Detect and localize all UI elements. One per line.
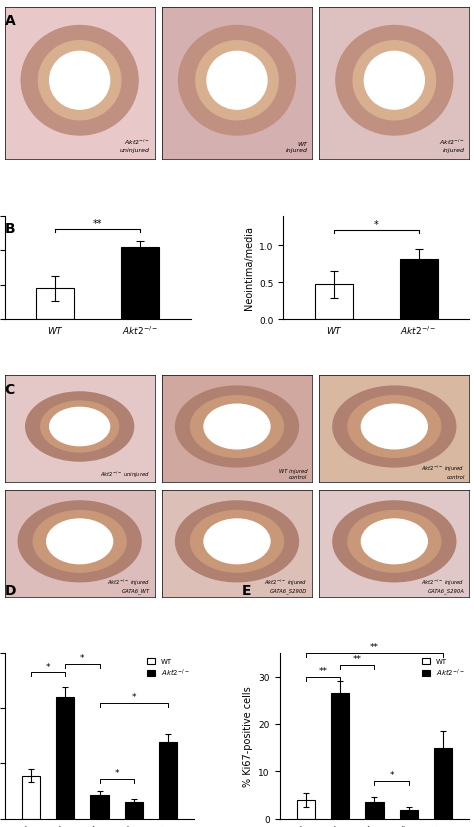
Bar — [22, 776, 40, 819]
Legend: WT, $Akt2^{-/-}$: WT, $Akt2^{-/-}$ — [420, 657, 466, 679]
Ellipse shape — [361, 519, 427, 564]
Text: *: * — [46, 662, 50, 671]
Bar — [297, 800, 315, 819]
Ellipse shape — [50, 52, 109, 110]
Text: WT
injured: WT injured — [285, 141, 308, 152]
Ellipse shape — [191, 396, 283, 458]
Text: **: ** — [370, 643, 379, 652]
Bar — [400, 810, 418, 819]
Text: *: * — [132, 692, 136, 701]
Ellipse shape — [348, 396, 441, 458]
Bar — [56, 697, 74, 819]
Bar — [400, 259, 438, 320]
Ellipse shape — [353, 41, 436, 121]
Text: **: ** — [319, 666, 328, 675]
Text: E: E — [242, 583, 251, 597]
Ellipse shape — [365, 52, 424, 110]
Text: *: * — [389, 770, 394, 779]
Bar — [121, 247, 159, 320]
Bar — [315, 285, 353, 320]
Bar — [365, 802, 383, 819]
Text: B: B — [5, 222, 15, 236]
Bar — [331, 693, 349, 819]
Ellipse shape — [196, 41, 278, 121]
Text: C: C — [5, 382, 15, 396]
Ellipse shape — [207, 52, 267, 110]
Text: **: ** — [353, 654, 362, 663]
Text: D: D — [5, 583, 16, 597]
Bar — [125, 802, 143, 819]
Ellipse shape — [50, 408, 109, 446]
Ellipse shape — [336, 26, 453, 136]
Bar — [36, 289, 74, 320]
Ellipse shape — [47, 519, 113, 564]
Ellipse shape — [175, 501, 299, 582]
Text: $Akt2^{-/-}$ uninjured: $Akt2^{-/-}$ uninjured — [100, 469, 150, 479]
Y-axis label: Neointima/media: Neointima/media — [244, 226, 254, 310]
Text: *: * — [80, 653, 85, 662]
Text: *: * — [374, 220, 379, 230]
Ellipse shape — [204, 404, 270, 449]
Ellipse shape — [33, 511, 126, 572]
Ellipse shape — [204, 519, 270, 564]
Text: $Akt2^{-/-}$ injured
GATA6_S290D: $Akt2^{-/-}$ injured GATA6_S290D — [264, 577, 308, 594]
Bar — [91, 796, 109, 819]
Ellipse shape — [175, 387, 299, 467]
Text: WT injured
control: WT injured control — [279, 468, 308, 479]
Text: $Akt2^{-/-}$ injured
GATA6_WT: $Akt2^{-/-}$ injured GATA6_WT — [107, 577, 150, 594]
Ellipse shape — [21, 26, 138, 136]
Ellipse shape — [348, 511, 441, 572]
Ellipse shape — [179, 26, 295, 136]
Text: $Akt2^{-/-}$ injured
control: $Akt2^{-/-}$ injured control — [421, 463, 465, 479]
Y-axis label: % Ki67-positive cells: % Ki67-positive cells — [243, 686, 253, 786]
Ellipse shape — [191, 511, 283, 572]
Bar — [159, 743, 177, 819]
Ellipse shape — [41, 401, 118, 452]
Ellipse shape — [18, 501, 141, 582]
Text: **: ** — [93, 219, 102, 229]
Text: $Akt2^{-/-}$ injured
GATA6_S290A: $Akt2^{-/-}$ injured GATA6_S290A — [421, 577, 465, 594]
Bar — [434, 748, 452, 819]
Text: *: * — [114, 768, 119, 777]
Legend: WT, $Akt2^{-/-}$: WT, $Akt2^{-/-}$ — [146, 657, 191, 679]
Text: $Akt2^{-/-}$
injured: $Akt2^{-/-}$ injured — [439, 137, 465, 152]
Text: $Akt2^{-/-}$
uninjured: $Akt2^{-/-}$ uninjured — [120, 137, 150, 152]
Ellipse shape — [333, 387, 456, 467]
Ellipse shape — [361, 404, 427, 449]
Ellipse shape — [26, 393, 134, 461]
Ellipse shape — [333, 501, 456, 582]
Text: A: A — [5, 14, 16, 28]
Ellipse shape — [38, 41, 121, 121]
